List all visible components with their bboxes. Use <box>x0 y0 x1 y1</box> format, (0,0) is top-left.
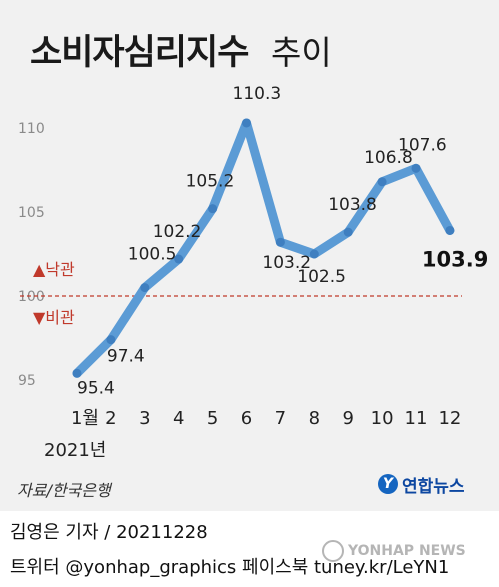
series-polyline <box>72 118 455 378</box>
series-line <box>72 118 455 378</box>
data-label: 102.5 <box>297 267 346 287</box>
watermark-logo-icon <box>322 540 344 562</box>
data-label: 106.8 <box>364 148 413 168</box>
x-tick-label: 2 <box>105 408 116 429</box>
social-links: 트위터 @yonhap_graphics 페이스북 tuney.kr/LeYN1 <box>10 557 450 578</box>
x-tick-label: 9 <box>342 408 353 429</box>
data-point <box>106 335 116 345</box>
yonhap-logo-text: 연합뉴스 <box>402 476 465 497</box>
data-points <box>72 118 455 378</box>
credit-date: 20211228 <box>116 522 208 543</box>
data-label: 103.8 <box>328 195 377 215</box>
data-point <box>309 249 319 259</box>
data-point <box>174 254 184 264</box>
data-label: 107.6 <box>398 135 447 155</box>
x-tick-label: 12 <box>438 408 461 429</box>
infographic-card <box>0 0 499 511</box>
data-point <box>411 163 421 173</box>
data-point <box>140 283 150 293</box>
y-axis: 95 100 105 110 <box>18 121 45 389</box>
reporter-name: 김영은 기자 <box>10 522 99 543</box>
x-tick-label: 6 <box>241 408 252 429</box>
watermark-text: YONHAP NEWS <box>348 543 466 559</box>
data-label: 102.2 <box>153 222 202 242</box>
chart-subtitle: 추이 <box>271 33 332 72</box>
yonhap-news-watermark: YONHAP NEWS <box>322 540 466 562</box>
source-text: 자료/한국은행 <box>17 481 111 500</box>
x-tick-label: 5 <box>207 408 218 429</box>
x-tick-label: 4 <box>173 408 184 429</box>
y-tick-label: 110 <box>18 121 45 137</box>
data-label: 100.5 <box>128 245 177 265</box>
x-tick-label: 7 <box>275 408 286 429</box>
x-tick-label: 1월 <box>71 408 99 429</box>
data-point <box>343 227 353 237</box>
data-label: 97.4 <box>107 347 145 367</box>
optimism-label: ▲낙관 <box>33 260 75 279</box>
yonhap-logo-icon: Y <box>378 474 398 494</box>
data-point <box>242 118 251 128</box>
credit-separator: / <box>104 522 111 543</box>
data-point <box>377 177 387 187</box>
data-label: 105.2 <box>186 172 235 192</box>
data-point <box>445 225 455 235</box>
reference-line-100: ▲낙관 ▼비관 <box>20 260 462 327</box>
data-label: 103.2 <box>262 253 311 273</box>
reporter-credit: 김영은 기자 / 20211228 <box>10 518 208 544</box>
pessimism-label: ▼비관 <box>33 308 75 327</box>
y-tick-label: 105 <box>18 205 45 221</box>
x-tick-label: 10 <box>371 408 394 429</box>
data-label: 95.4 <box>77 378 115 398</box>
data-point <box>208 204 218 214</box>
x-tick-label: 8 <box>309 408 320 429</box>
data-point <box>72 368 82 378</box>
data-label: 110.3 <box>233 84 282 104</box>
y-tick-label: 100 <box>18 289 45 305</box>
x-axis: 1월 2 3 4 5 6 7 8 9 10 11 12 <box>71 408 461 429</box>
data-point <box>275 237 285 247</box>
chart-title: 소비자심리지수 <box>30 33 249 73</box>
yonhap-logo: Y 연합뉴스 <box>378 470 465 498</box>
data-label: 103.9 <box>422 247 488 271</box>
x-tick-label: 11 <box>405 408 428 429</box>
y-tick-label: 95 <box>18 373 36 389</box>
x-tick-label: 3 <box>139 408 150 429</box>
year-label: 2021년 <box>44 440 107 461</box>
